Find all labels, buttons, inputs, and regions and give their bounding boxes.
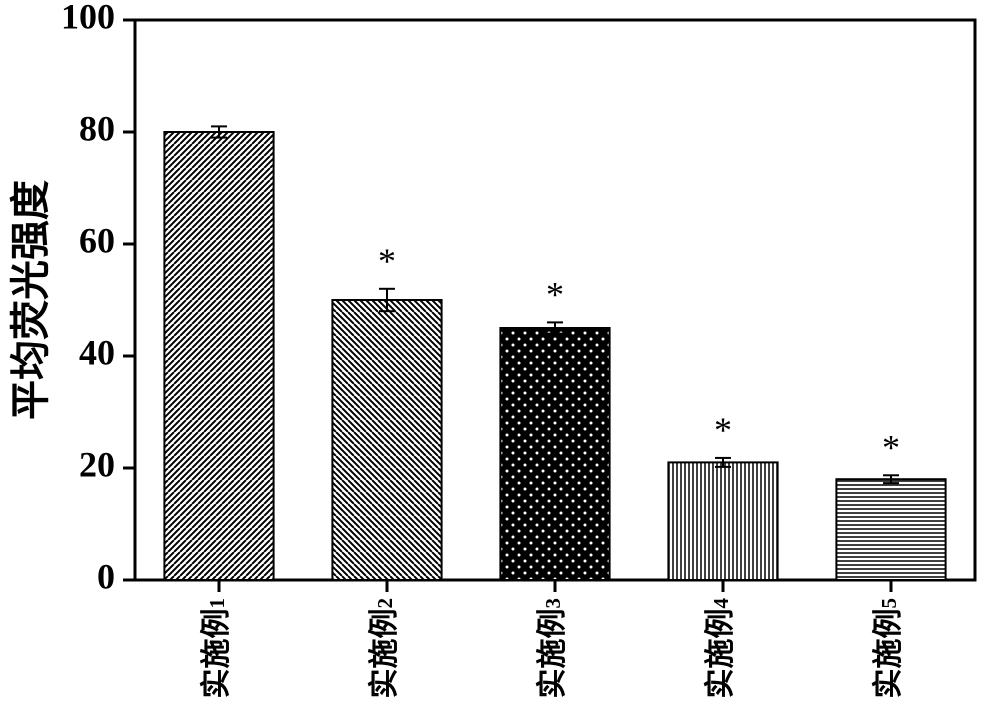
y-tick-label: 20 — [79, 444, 115, 484]
y-axis-label: 平均荧光强度 — [8, 180, 53, 420]
bar — [836, 479, 945, 580]
significance-marker: * — [882, 427, 900, 467]
bar — [164, 132, 273, 580]
x-tick-label: 实施例5 — [871, 598, 905, 699]
significance-marker: * — [714, 410, 732, 450]
significance-marker: * — [546, 274, 564, 314]
y-tick-label: 40 — [79, 332, 115, 372]
y-tick-label: 100 — [61, 0, 115, 36]
x-tick-label: 实施例2 — [367, 598, 401, 699]
x-tick-label: 实施例4 — [703, 598, 737, 699]
significance-marker: * — [378, 241, 396, 281]
chart-container: 0 20 40 60 80 100 平均荧光强度实施例1 * 实施例2 * 实施例3 * 实施例4 * 实施… — [0, 0, 1000, 706]
y-tick-label: 60 — [79, 220, 115, 260]
bar — [668, 462, 777, 580]
bar — [332, 300, 441, 580]
bar-chart: 0 20 40 60 80 100 平均荧光强度实施例1 * 实施例2 * 实施例3 * 实施例4 * 实施… — [0, 0, 1000, 706]
x-tick-label: 实施例3 — [535, 598, 569, 699]
x-tick-label: 实施例1 — [199, 598, 233, 699]
y-tick-label: 0 — [97, 556, 115, 596]
bar — [500, 328, 609, 580]
y-tick-label: 80 — [79, 108, 115, 148]
